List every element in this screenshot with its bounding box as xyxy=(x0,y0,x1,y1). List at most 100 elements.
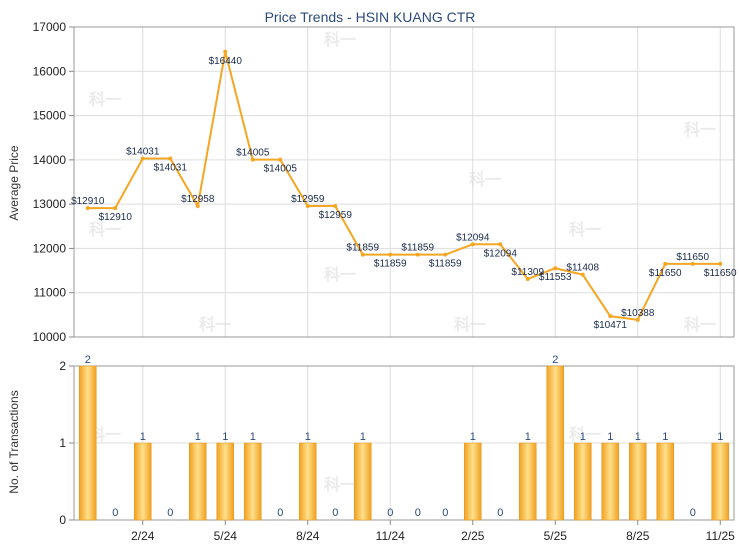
bar-value-label: 2 xyxy=(552,354,558,366)
chart-title: Price Trends - HSIN KUANG CTR xyxy=(265,9,476,25)
top-y-tick-label: 17000 xyxy=(33,20,67,34)
transaction-bar xyxy=(546,365,565,521)
watermark-text: 科一 xyxy=(684,120,716,139)
price-point xyxy=(250,157,255,162)
price-data-label: $12958 xyxy=(181,194,215,205)
x-tick-label: 5/25 xyxy=(544,529,568,543)
price-point xyxy=(553,266,558,271)
price-point xyxy=(580,272,585,277)
price-data-label: $10388 xyxy=(621,308,655,319)
price-data-label: $12094 xyxy=(456,232,490,243)
price-data-label: $14031 xyxy=(126,146,160,157)
top-y-tick-label: 13000 xyxy=(33,197,67,211)
x-tick-label: 2/25 xyxy=(461,529,485,543)
bar-value-label: 1 xyxy=(635,431,641,443)
top-y-tick-label: 12000 xyxy=(33,241,67,255)
price-point xyxy=(168,156,173,161)
x-tick-label: 8/24 xyxy=(296,529,320,543)
bar-value-label: 1 xyxy=(580,431,586,443)
price-data-label: $12094 xyxy=(484,248,518,259)
watermark-text: 科一 xyxy=(324,265,356,284)
price-point xyxy=(305,203,310,208)
price-data-label: $12910 xyxy=(99,212,133,223)
transaction-bar xyxy=(656,442,675,521)
top-y-axis-label: Average Price xyxy=(7,145,21,220)
bar-value-label: 0 xyxy=(332,507,338,519)
price-point xyxy=(278,157,283,162)
bar-value-label: 1 xyxy=(305,431,311,443)
price-point xyxy=(718,261,723,266)
price-data-label: $11859 xyxy=(374,259,407,270)
price-data-label: $12959 xyxy=(291,194,325,205)
bar-value-label: 1 xyxy=(140,431,146,443)
price-point xyxy=(663,261,668,266)
bar-value-label: 1 xyxy=(662,431,668,443)
price-data-label: $11553 xyxy=(539,272,572,283)
watermark-text: 科一 xyxy=(324,30,356,49)
watermark-text: 科一 xyxy=(469,170,501,189)
top-y-tick-label: 10000 xyxy=(33,330,67,344)
bar-value-label: 0 xyxy=(690,507,696,519)
bottom-y-axis-label: No. of Transactions xyxy=(7,390,21,493)
bar-value-label: 0 xyxy=(442,507,448,519)
price-data-label: $11650 xyxy=(704,268,737,279)
bar-value-label: 1 xyxy=(717,431,723,443)
bar-value-label: 0 xyxy=(387,507,393,519)
x-tick-label: 2/24 xyxy=(131,529,155,543)
price-data-label: $12910 xyxy=(71,196,105,207)
price-data-label: $11650 xyxy=(649,268,682,279)
price-series-line xyxy=(87,51,721,321)
bar-value-label: 1 xyxy=(525,431,531,443)
price-data-label: $12959 xyxy=(319,210,353,221)
bar-value-label: 0 xyxy=(497,507,503,519)
transaction-bar xyxy=(243,442,262,521)
price-data-label: $14005 xyxy=(264,164,298,175)
watermark-text: 科一 xyxy=(684,315,716,334)
price-data-label: $14005 xyxy=(236,148,270,159)
top-y-tick-label: 15000 xyxy=(33,109,67,123)
bar-value-label: 1 xyxy=(360,431,366,443)
watermark-text: 科一 xyxy=(324,475,356,494)
price-point xyxy=(525,277,530,282)
price-data-label: $11309 xyxy=(511,267,544,278)
price-point xyxy=(608,314,613,319)
bottom-y-tick-label: 0 xyxy=(59,513,66,527)
bottom-y-tick-label: 1 xyxy=(59,436,66,450)
bar-value-label: 1 xyxy=(607,431,613,443)
transaction-bar xyxy=(188,442,207,521)
price-data-label: $11859 xyxy=(346,243,379,254)
price-data-label: $16440 xyxy=(209,56,243,67)
price-point xyxy=(85,206,90,211)
top-y-tick-label: 11000 xyxy=(34,286,67,300)
price-data-label: $14031 xyxy=(154,162,188,173)
transaction-bar xyxy=(133,442,152,521)
bar-value-label: 0 xyxy=(167,507,173,519)
price-point xyxy=(635,317,640,322)
transaction-bar xyxy=(78,365,97,521)
transaction-bar xyxy=(601,442,620,521)
x-tick-label: 8/25 xyxy=(626,529,650,543)
transaction-bar xyxy=(353,442,372,521)
x-tick-label: 11/24 xyxy=(376,529,405,543)
price-point xyxy=(333,203,338,208)
bar-value-label: 1 xyxy=(470,431,476,443)
bar-value-label: 1 xyxy=(222,431,228,443)
transaction-bar xyxy=(298,442,317,521)
price-data-label: $11859 xyxy=(429,259,462,270)
top-y-tick-label: 14000 xyxy=(33,153,67,167)
price-point xyxy=(388,252,393,257)
price-point xyxy=(113,206,118,211)
watermark-text: 科一 xyxy=(569,425,601,444)
bottom-plot-frame xyxy=(73,365,735,521)
watermark-text: 科一 xyxy=(454,315,486,334)
price-data-label: $11650 xyxy=(676,252,709,263)
transaction-bar xyxy=(463,442,482,521)
x-tick-label: 11/25 xyxy=(706,529,735,543)
price-point xyxy=(140,156,145,161)
price-point xyxy=(195,204,200,209)
price-point xyxy=(498,242,503,247)
x-tick-label: 5/24 xyxy=(214,529,238,543)
watermark-text: 科一 xyxy=(89,90,121,109)
